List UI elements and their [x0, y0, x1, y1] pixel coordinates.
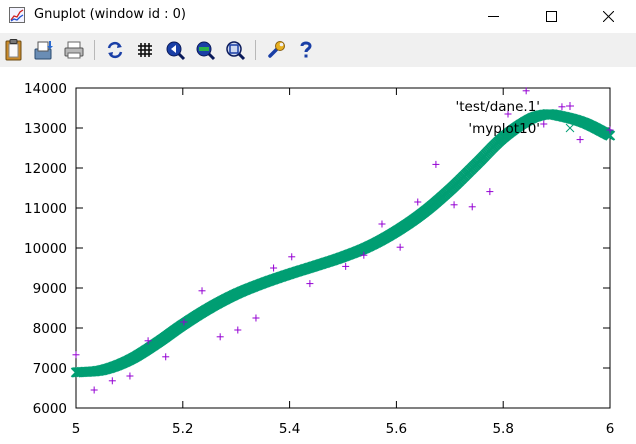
plot-canvas[interactable]: 6000 7000 8000 9000 10000 11000 12000 13000 1400…: [0, 67, 636, 444]
help-icon: [300, 41, 312, 58]
series-dane1-point: [126, 372, 134, 380]
y-tick-label: 7000: [33, 361, 67, 377]
print-button[interactable]: [62, 38, 86, 62]
series-dane1-point: [234, 326, 242, 334]
save-button[interactable]: [32, 38, 56, 62]
series-dane1-point: [72, 351, 80, 359]
series-dane1-point: [558, 103, 566, 111]
x-tick-label: 6: [606, 421, 615, 437]
copy-clipboard-button[interactable]: [2, 38, 26, 62]
series-dane1-point: [540, 120, 548, 128]
toolbar-separator: [94, 40, 95, 60]
toggle-grid-button[interactable]: [133, 38, 157, 62]
minimize-icon: [488, 16, 499, 17]
y-tick-label: 6000: [33, 401, 67, 417]
series-dane1-point: [216, 333, 224, 341]
legend-label-myplot10: 'myplot10': [468, 121, 540, 137]
autoscale-button[interactable]: [223, 38, 247, 62]
series-dane1-point: [576, 136, 584, 144]
x-tick-label: 5: [72, 421, 81, 437]
series-dane1-point: [90, 386, 98, 394]
series-myplot10-point: [604, 130, 616, 141]
window-title: Gnuplot (window id : 0): [34, 7, 186, 22]
y-tick-label: 9000: [33, 281, 67, 297]
series-dane1-point: [144, 337, 152, 345]
series-dane1-point: [522, 87, 530, 95]
options-button[interactable]: [264, 38, 288, 62]
y-tick-label: 13000: [24, 121, 67, 137]
toolbar: [0, 33, 636, 67]
replot-icon: [107, 41, 123, 59]
y-tick-label: 8000: [33, 321, 67, 337]
series-dane1-point: [432, 160, 440, 168]
y-tick-label: 10000: [24, 241, 67, 257]
series-dane1-point: [270, 264, 278, 272]
maximize-icon: [546, 11, 557, 22]
close-icon: [603, 11, 614, 22]
autoscale-icon: [226, 41, 246, 61]
legend-label-dane1: 'test/dane.1': [456, 99, 540, 115]
series-dane1-point: [606, 126, 614, 134]
series-dane1-point: [360, 251, 368, 259]
chart: 6000 7000 8000 9000 10000 11000 12000 13000 1400…: [24, 81, 616, 437]
legend-marker-dane1: [566, 102, 574, 110]
save-icon: [34, 41, 53, 60]
series-dane1-point: [378, 220, 386, 228]
clipboard-icon: [5, 39, 22, 61]
series-dane1-point: [342, 262, 350, 270]
toolbar-separator: [255, 40, 256, 60]
help-button[interactable]: [294, 38, 318, 62]
series-dane1-point: [450, 201, 458, 209]
close-button[interactable]: [585, 0, 631, 32]
series-dane1-point: [198, 287, 206, 295]
series-dane1-point: [468, 203, 476, 211]
replot-button[interactable]: [103, 38, 127, 62]
maximize-button[interactable]: [528, 0, 574, 32]
gnuplot-app-icon: [9, 7, 25, 23]
series-dane1-point: [288, 253, 296, 261]
zoom-previous-icon: [166, 41, 186, 61]
minimize-button[interactable]: [470, 0, 516, 32]
wrench-icon: [268, 41, 285, 58]
series-dane1-point: [414, 198, 422, 206]
series-dane1-point: [252, 314, 260, 322]
x-tick-label: 5.4: [279, 421, 300, 437]
series-dane1-point: [486, 188, 494, 196]
x-tick-label: 5.8: [492, 421, 513, 437]
x-tick-label: 5.2: [172, 421, 193, 437]
x-tick-label: 5.6: [386, 421, 407, 437]
y-tick-label: 14000: [24, 81, 67, 97]
series-dane1-point: [396, 243, 404, 251]
zoom-next-icon: [196, 41, 216, 61]
series-dane1-point: [306, 280, 314, 288]
zoom-next-button[interactable]: [193, 38, 217, 62]
title-bar: Gnuplot (window id : 0): [0, 0, 636, 32]
series-dane1-point: [162, 353, 170, 361]
y-tick-label: 11000: [24, 201, 67, 217]
zoom-previous-button[interactable]: [163, 38, 187, 62]
series-dane1-point: [504, 110, 512, 118]
legend-marker-myplot10: [565, 123, 575, 133]
grid-icon: [138, 43, 152, 57]
y-tick-label: 12000: [24, 161, 67, 177]
series-dane1-point: [180, 318, 188, 326]
series-dane1-point: [108, 377, 116, 385]
printer-icon: [64, 41, 84, 59]
